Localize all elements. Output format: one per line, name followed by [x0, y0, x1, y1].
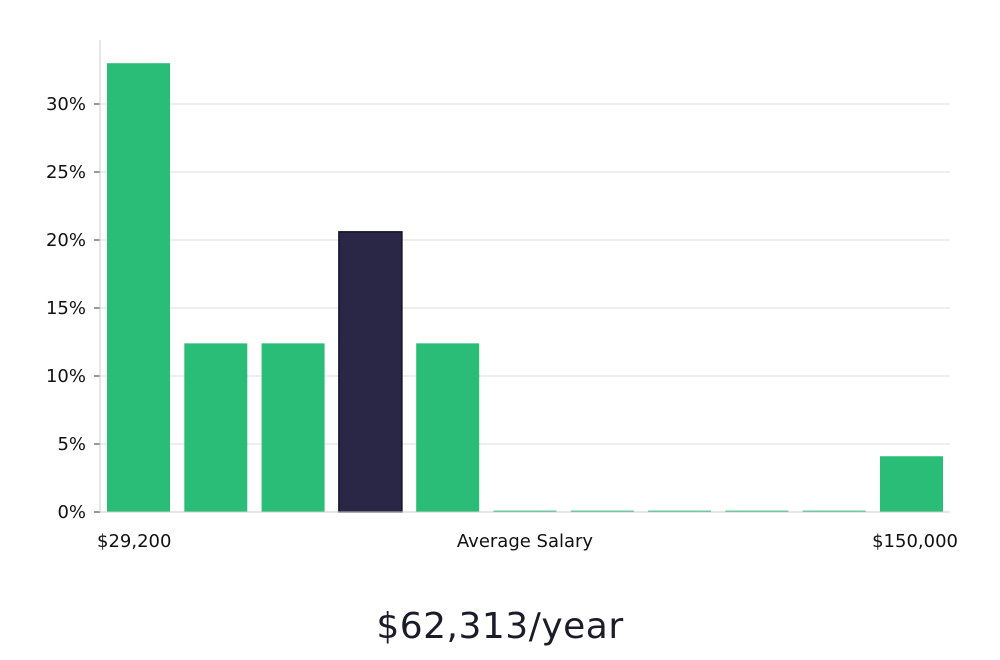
bar [493, 510, 557, 512]
y-tick-label: 15% [46, 298, 86, 319]
bar [802, 510, 866, 512]
y-tick-label: 10% [46, 366, 86, 387]
bar [725, 510, 789, 512]
salary-distribution-chart: 0% 5% 10% 15% 20% 25% 30% $29,200 Average Sala… [46, 40, 958, 552]
x-axis-title: Average Salary [457, 531, 594, 552]
bar [416, 343, 480, 512]
y-axis-ticks: 0% 5% 10% 15% 20% 25% 30% [46, 94, 100, 523]
y-tick-label: 20% [46, 230, 86, 251]
y-tick-label: 25% [46, 162, 86, 183]
bar [880, 456, 943, 512]
chart-svg: 0% 5% 10% 15% 20% 25% 30% $29,200 Average Sala… [46, 40, 958, 552]
y-tick-label: 30% [46, 94, 86, 115]
bar-highlight [338, 231, 403, 513]
bar [570, 510, 634, 512]
y-tick-label: 5% [57, 434, 86, 455]
bar [261, 343, 325, 512]
bar [648, 510, 712, 512]
average-salary-value: $62,313/year [376, 606, 624, 647]
bar-layer [107, 63, 943, 513]
x-min-label: $29,200 [97, 531, 171, 552]
x-max-label: $150,000 [872, 531, 958, 552]
bar [107, 63, 170, 512]
bar [184, 343, 248, 512]
y-tick-label: 0% [57, 502, 86, 523]
